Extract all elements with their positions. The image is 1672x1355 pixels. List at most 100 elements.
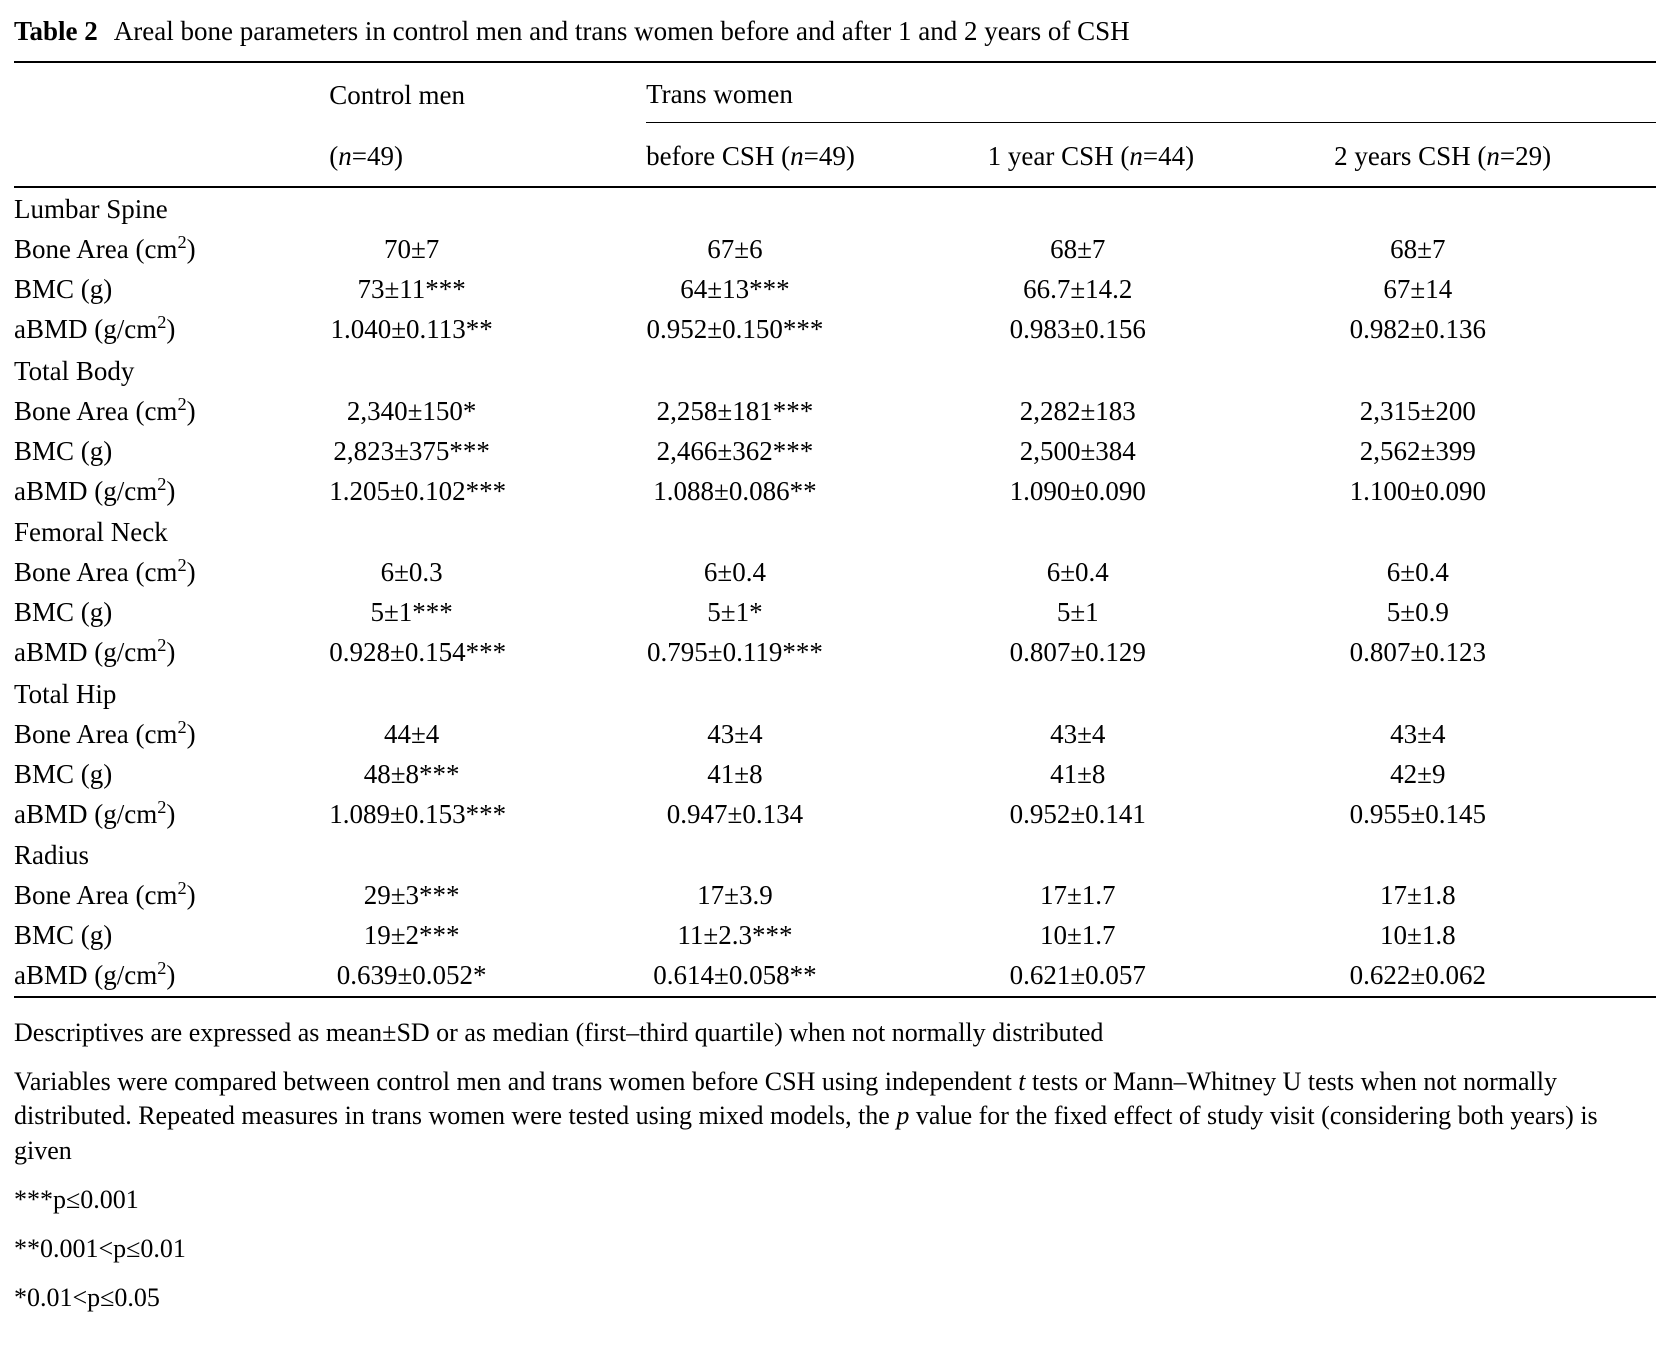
cell-value: 43±4 <box>1334 714 1656 754</box>
table-row: BMC (g) 48±8*** 41±8 41±8 42±9 <box>14 754 1656 794</box>
cell-value-text: 5±1 <box>1056 597 1099 628</box>
cell-value: 19±2*** <box>329 916 646 956</box>
cell-value-text: 41±8 <box>1050 758 1106 789</box>
section-header: Total Hip <box>14 678 117 709</box>
footnote-significance-01: **0.001<p≤0.01 <box>14 1234 186 1264</box>
table-row: BMC (g) 19±2*** 11±2.3*** 10±1.7 10±1.8 <box>14 916 1656 956</box>
cell-value: 6±0.4 <box>1334 553 1656 593</box>
cell-value: 17±1.7 <box>988 876 1334 916</box>
section-header: Femoral Neck <box>14 517 168 548</box>
cell-value-text: 10±1.7 <box>1039 920 1116 951</box>
section-header: Radius <box>14 840 90 871</box>
cell-value-text: 5±0.9 <box>1386 597 1449 628</box>
cell-value-text: 44±4 <box>383 718 440 749</box>
cell-value: 2,282±183 <box>988 391 1334 431</box>
row-label: BMC (g) <box>14 435 113 466</box>
cell-value-text: 1.089±0.153*** <box>329 798 507 829</box>
cell-value-text: 5±1*** <box>370 597 453 628</box>
cell-value: 44±4 <box>329 714 646 754</box>
cell-value-text: 6±0.4 <box>703 557 766 588</box>
cell-value-text: 0.614±0.058** <box>653 960 817 991</box>
cell-value-text: 68±7 <box>1390 234 1446 265</box>
column-header-2-years-csh: 2 years CSH (n=29) <box>1334 122 1656 189</box>
cell-value-text: 1.090±0.090 <box>1009 475 1146 506</box>
cell-value: 0.614±0.058** <box>646 956 988 997</box>
cell-value-text: 42±9 <box>1390 758 1446 789</box>
table-row: Bone Area (cm2) 44±4 43±4 43±4 43±4 <box>14 714 1656 754</box>
cell-value: 64±13*** <box>646 270 988 310</box>
cell-value: 41±8 <box>646 754 988 794</box>
cell-value: 68±7 <box>1334 230 1656 270</box>
cell-value: 6±0.4 <box>988 553 1334 593</box>
table-row: aBMD (g/cm2) 0.639±0.052* 0.614±0.058** 0.6… <box>14 956 1656 997</box>
col-group-trans-women: Trans women <box>646 62 1656 124</box>
cell-value-text: 2,562±399 <box>1359 435 1476 466</box>
cell-value-text: 1.088±0.086** <box>653 475 817 506</box>
footnote-descriptives: Descriptives are expressed as mean±SD or… <box>14 1017 1104 1047</box>
cell-value-text: 0.982±0.136 <box>1349 314 1486 345</box>
cell-value-text: 0.983±0.156 <box>1009 314 1146 345</box>
cell-value: 1.089±0.153*** <box>329 794 646 834</box>
cell-value: 0.982±0.136 <box>1334 310 1656 350</box>
table-row: BMC (g) 73±11*** 64±13*** 66.7±14.2 67±14 <box>14 270 1656 310</box>
cell-value-text: 19±2*** <box>363 920 460 951</box>
cell-value: 1.090±0.090 <box>988 471 1334 511</box>
cell-value: 17±3.9 <box>646 876 988 916</box>
cell-value-text: 2,340±150* <box>346 395 477 426</box>
cell-value-text: 6±0.4 <box>1046 557 1109 588</box>
cell-value-text: 67±14 <box>1383 274 1453 305</box>
cell-value: 67±6 <box>646 230 988 270</box>
cell-value: 0.795±0.119*** <box>646 633 988 673</box>
table-footnotes: Descriptives are expressed as mean±SD or… <box>14 998 1656 1316</box>
cell-value: 2,258±181*** <box>646 391 988 431</box>
cell-value-text: 17±3.9 <box>697 880 773 911</box>
cell-value-text: 0.807±0.129 <box>1009 637 1146 668</box>
section-row-radius: Radius <box>14 834 1656 876</box>
cell-value: 10±1.7 <box>988 916 1334 956</box>
table-title: Table 2 Areal bone parameters in control … <box>14 10 1656 61</box>
cell-value-text: 0.795±0.119*** <box>647 637 823 668</box>
areal-bone-parameters-table: Control men Trans women (n=49) before CS… <box>14 61 1656 998</box>
cell-value: 10±1.8 <box>1334 916 1656 956</box>
row-label: Bone Area (cm2) <box>14 393 196 426</box>
row-label: aBMD (g/cm2) <box>14 473 176 506</box>
cell-value: 0.807±0.123 <box>1334 633 1656 673</box>
row-label: Bone Area (cm2) <box>14 555 196 588</box>
cell-value-text: 2,258±181*** <box>656 395 814 426</box>
table-row: Bone Area (cm2) 70±7 67±6 68±7 68±7 <box>14 230 1656 270</box>
table-row: aBMD (g/cm2) 1.040±0.113** 0.952±0.150*** 0… <box>14 310 1656 350</box>
footnote-significance-05: *0.01<p≤0.05 <box>14 1283 160 1313</box>
cell-value: 0.622±0.062 <box>1334 956 1656 997</box>
table-row: aBMD (g/cm2) 1.205±0.102*** 1.088±0.086** 1… <box>14 471 1656 511</box>
section-header: Lumbar Spine <box>14 194 168 225</box>
cell-value: 0.928±0.154*** <box>329 633 646 673</box>
cell-value: 0.947±0.134 <box>646 794 988 834</box>
cell-value: 0.955±0.145 <box>1334 794 1656 834</box>
section-header: Total Body <box>14 355 135 386</box>
table-row: BMC (g) 5±1*** 5±1* 5±1 5±0.9 <box>14 593 1656 633</box>
cell-value-text: 64±13*** <box>680 274 790 305</box>
cell-value-text: 0.952±0.141 <box>1009 798 1146 829</box>
cell-value: 5±1 <box>988 593 1334 633</box>
cell-value-text: 67±6 <box>707 234 763 265</box>
cell-value: 48±8*** <box>329 754 646 794</box>
cell-value: 0.952±0.141 <box>988 794 1334 834</box>
cell-value-text: 0.807±0.123 <box>1349 637 1486 668</box>
cell-value-text: 0.947±0.134 <box>666 798 804 829</box>
cell-value: 70±7 <box>329 230 646 270</box>
cell-value-text: 41±8 <box>707 758 763 789</box>
cell-value: 5±1*** <box>329 593 646 633</box>
cell-value-text: 1.100±0.090 <box>1349 475 1486 506</box>
row-label: Bone Area (cm2) <box>14 878 196 911</box>
cell-value-text: 2,500±384 <box>1019 435 1136 466</box>
cell-value: 0.621±0.057 <box>988 956 1334 997</box>
table-number: Table 2 <box>14 16 98 46</box>
cell-value: 6±0.4 <box>646 553 988 593</box>
cell-value-text: 43±4 <box>707 718 763 749</box>
cell-value-text: 68±7 <box>1050 234 1106 265</box>
row-label: BMC (g) <box>14 920 113 951</box>
cell-value: 5±0.9 <box>1334 593 1656 633</box>
cell-value-text: 0.639±0.052* <box>336 960 487 991</box>
cell-value: 11±2.3*** <box>646 916 988 956</box>
